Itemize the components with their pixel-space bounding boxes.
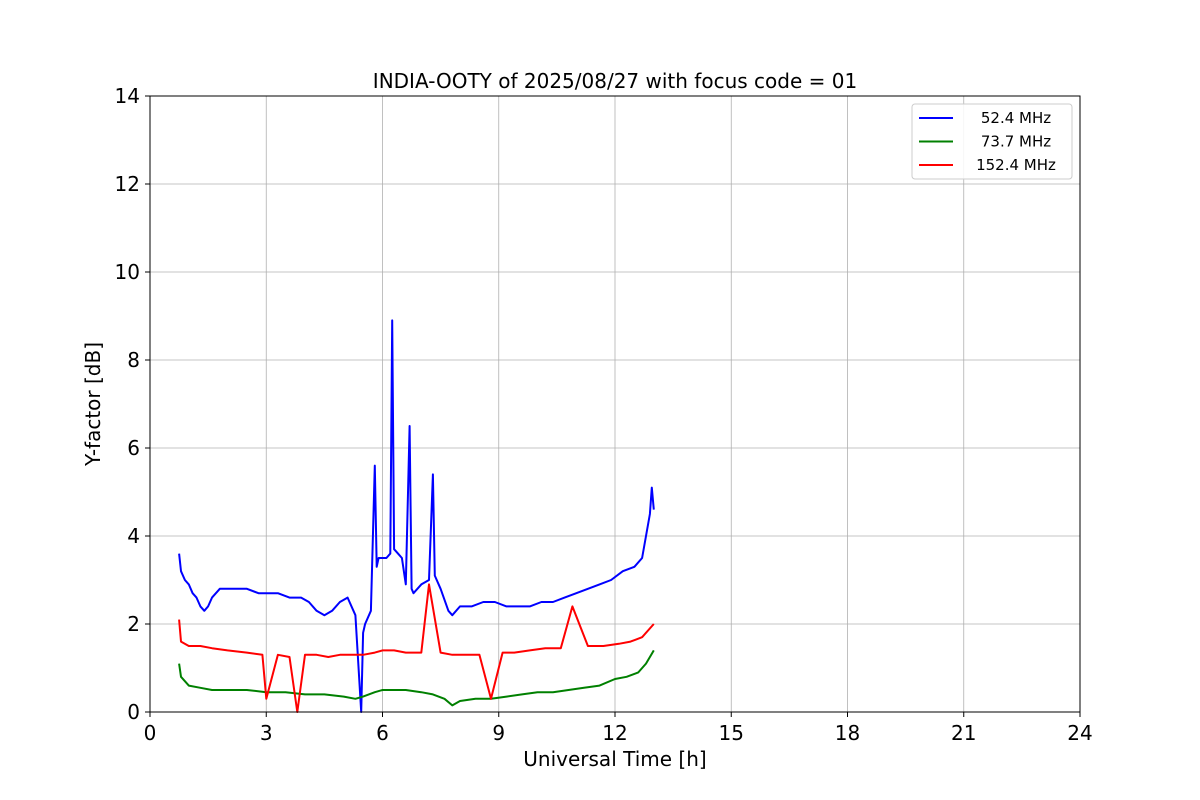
y-tick-label: 6 (127, 436, 140, 460)
chart-title: INDIA-OOTY of 2025/08/27 with focus code… (373, 69, 857, 93)
series-lines (178, 319, 655, 713)
x-tick-label: 24 (1067, 721, 1092, 745)
x-tick-label: 0 (144, 721, 157, 745)
y-tick-label: 10 (115, 260, 140, 284)
x-tick-label: 9 (492, 721, 505, 745)
y-tick-label: 2 (127, 612, 140, 636)
series-line-1 (178, 319, 655, 713)
legend: 52.4 MHz 73.7 MHz 152.4 MHz (911, 103, 1073, 180)
y-tick-label: 14 (115, 84, 140, 108)
legend-label: 52.4 MHz (981, 109, 1051, 127)
y-tick-label: 12 (115, 172, 140, 196)
y-tick-label: 8 (127, 348, 140, 372)
x-tick-label: 21 (951, 721, 976, 745)
x-tick-label: 6 (376, 721, 389, 745)
y-tick-label: 0 (127, 700, 140, 724)
x-tick-label: 12 (602, 721, 627, 745)
legend-label: 73.7 MHz (981, 133, 1051, 151)
x-tick-label: 18 (835, 721, 860, 745)
series-line-2 (178, 649, 655, 707)
y-axis-label: Y-factor [dB] (81, 342, 105, 467)
legend-box (911, 103, 1073, 180)
x-axis-label: Universal Time [h] (523, 747, 706, 771)
series-line-3 (178, 583, 655, 713)
x-tick-label: 15 (719, 721, 744, 745)
x-tick-label: 3 (260, 721, 273, 745)
y-tick-label: 4 (127, 524, 140, 548)
legend-label: 152.4 MHz (976, 156, 1056, 174)
